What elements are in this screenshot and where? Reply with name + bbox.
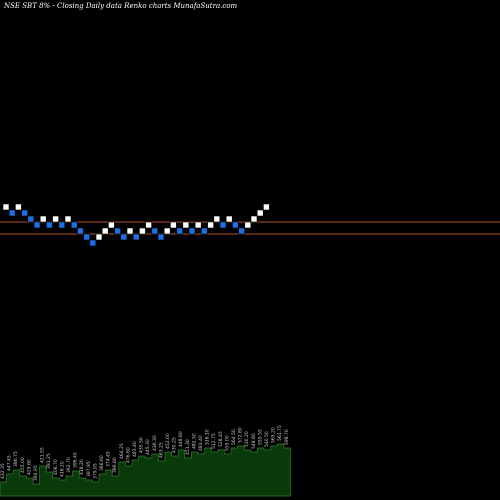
brick-33	[207, 221, 214, 229]
brick-25	[157, 233, 165, 241]
volume-label-29: 482.50	[191, 433, 197, 449]
brick-35	[219, 221, 227, 229]
brick-15	[95, 233, 103, 241]
brick-18	[114, 227, 121, 235]
brick-5	[33, 221, 41, 229]
brick-17	[108, 221, 115, 229]
volume-label-19: 476.60	[125, 447, 131, 463]
brick-1	[8, 209, 16, 217]
brick-12	[77, 227, 84, 235]
volume-label-23: 436.30	[152, 435, 158, 451]
volume-label-36: 572.80	[238, 427, 244, 443]
volume-area	[0, 443, 291, 497]
volume-label-43: 598.70	[284, 429, 290, 445]
brick-9	[58, 221, 66, 229]
brick-39	[244, 221, 252, 229]
brick-32	[201, 227, 208, 235]
brick-20	[126, 227, 134, 235]
volume-label-15: 386.60	[99, 455, 105, 471]
volume-label-28: 451.30	[185, 439, 191, 455]
brick-8	[52, 215, 59, 223]
brick-19	[120, 233, 128, 241]
volume-label-27: 448.80	[178, 431, 184, 447]
volume-label-34: 555.00	[224, 435, 230, 451]
volume-label-37: 530.20	[244, 431, 250, 447]
volume-label-3: 455.00	[20, 457, 26, 473]
volume-label-17: 386.80	[112, 457, 118, 473]
brick-10	[64, 215, 72, 223]
brick-14	[89, 239, 97, 247]
brick-6	[39, 215, 47, 223]
brick-27	[170, 221, 177, 229]
brick-21	[132, 233, 140, 241]
volume-label-5: 384.95	[33, 465, 39, 481]
brick-42	[263, 203, 270, 211]
brick-2	[15, 203, 22, 211]
brick-26	[163, 227, 171, 235]
brick-30	[188, 227, 196, 235]
brick-3	[21, 209, 28, 217]
volume-label-32: 512.75	[211, 433, 217, 449]
volume-polygon	[0, 443, 291, 497]
volume-label-38: 548.80	[251, 433, 257, 449]
volume-label-31: 516.10	[205, 429, 211, 445]
volume-label-26: 430.25	[172, 437, 178, 453]
brick-37	[232, 221, 239, 229]
brick-11	[70, 221, 78, 229]
brick-16	[101, 227, 109, 235]
brick-22	[139, 227, 146, 235]
volume-label-40: 540.50	[264, 431, 270, 447]
volume-label-41: 565.20	[271, 427, 277, 443]
brick-13	[83, 233, 90, 241]
volume-label-42: 561.75	[277, 425, 283, 441]
volume-label-6: 421.55	[40, 447, 46, 463]
volume-label-35: 564.50	[231, 429, 237, 445]
renko-bricks	[2, 203, 270, 247]
volume-label-1: 447.45	[7, 455, 13, 471]
brick-31	[194, 221, 202, 229]
volume-label-0: 432.35	[0, 463, 6, 479]
brick-36	[225, 215, 233, 223]
volume-label-24: 463.25	[158, 442, 164, 458]
brick-28	[176, 227, 183, 235]
brick-40	[250, 215, 258, 223]
brick-24	[151, 227, 159, 235]
volume-label-8: 406.70	[53, 459, 59, 475]
volume-label-25: 452.00	[165, 433, 171, 449]
brick-0	[2, 203, 10, 211]
volume-label-12: 418.20	[79, 459, 85, 475]
volume-label-7: 391.25	[46, 453, 52, 469]
volume-label-22: 445.30	[145, 439, 151, 455]
brick-38	[238, 227, 245, 235]
volume-label-20: 483.40	[132, 441, 138, 457]
brick-23	[145, 221, 152, 229]
brick-34	[213, 215, 221, 223]
volume-label-10: 392.70	[66, 457, 72, 473]
volume-label-13: 397.95	[86, 461, 92, 477]
volume-label-18: 464.25	[119, 443, 125, 459]
volume-label-2: 386.75	[13, 451, 19, 467]
chart-header: NSE SBT 8% - Closing Daily data Renko ch…	[4, 2, 238, 10]
volume-label-33: 528.45	[218, 431, 224, 447]
volume-label-4: 429.60	[26, 459, 32, 475]
volume-label-14: 379.95	[92, 463, 98, 479]
brick-29	[182, 221, 190, 229]
brick-4	[27, 215, 35, 223]
volume-label-21: 430.50	[139, 437, 145, 453]
brick-7	[46, 221, 53, 229]
volume-label-30: 483.40	[198, 435, 204, 451]
volume-label-11: 396.45	[73, 452, 79, 468]
volume-label-39: 555.55	[257, 429, 263, 445]
volume-label-16: 374.45	[106, 451, 112, 467]
volume-label-9: 416.20	[59, 461, 65, 477]
brick-41	[256, 209, 264, 217]
